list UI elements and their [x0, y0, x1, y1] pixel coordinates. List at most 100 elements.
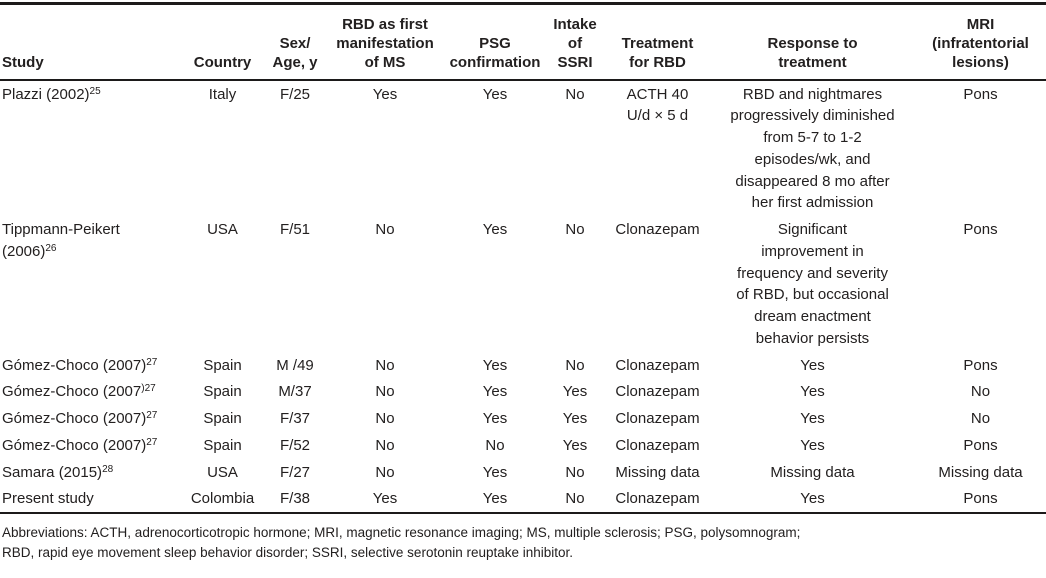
table-header: Study Country Sex/ Age, y RBD as first m… [0, 3, 1046, 80]
cell-sex-age: M /49 [276, 356, 314, 374]
cell-response: Yes [800, 410, 825, 428]
reference-superscript: 27 [146, 436, 158, 448]
cell-mri: Pons [963, 221, 998, 239]
column-header-psg-confirmation: PSG confirmation [449, 35, 541, 72]
study-name: Gómez-Choco (2007) [2, 410, 147, 428]
study-name: Gómez-Choco (2007 [2, 383, 142, 401]
column-header-ssri-intake: Intake of SSRI [553, 16, 597, 72]
column-header-sex-age: Sex/ Age, y [272, 35, 318, 72]
cell-study: Tippmann-Peikert (2006)26 [0, 216, 180, 352]
cell-ssri: Yes [562, 436, 588, 454]
study-name: Tippmann-Peikert (2006) [2, 221, 120, 260]
table-row: Plazzi (2002)25 Italy F/25 Yes Yes No AC… [0, 80, 1046, 217]
cell-psg: Yes [482, 356, 508, 374]
cell-rbd-first: Yes [372, 490, 398, 508]
reference-superscript: 27 [146, 410, 158, 422]
study-name: Samara (2015) [2, 463, 103, 481]
cell-country: Spain [203, 356, 242, 374]
cell-psg: Yes [482, 463, 508, 481]
study-name: Gómez-Choco (2007) [2, 436, 147, 454]
cell-sex-age: F/25 [279, 85, 310, 103]
cell-ssri: No [565, 85, 585, 103]
cell-treatment: ACTH 40 U/d × 5 d [626, 85, 689, 125]
cell-response: RBD and nightmares progressively diminis… [730, 85, 895, 212]
cell-mri: Pons [963, 85, 998, 103]
cell-ssri: No [565, 356, 585, 374]
cell-study: Samara (2015)28 [0, 459, 180, 486]
cell-rbd-first: No [375, 356, 395, 374]
study-name: Present study [2, 490, 94, 508]
study-name: Plazzi (2002) [2, 85, 90, 103]
header-row: Study Country Sex/ Age, y RBD as first m… [0, 3, 1046, 80]
cell-country: Spain [203, 436, 242, 454]
cell-treatment: Clonazepam [615, 436, 700, 454]
cell-psg: No [485, 436, 505, 454]
cell-country: USA [207, 463, 238, 481]
cell-treatment: Missing data [615, 463, 700, 481]
cell-country: Colombia [190, 490, 255, 508]
reference-superscript: 26 [45, 242, 57, 254]
cell-study: Gómez-Choco (2007)27 [0, 405, 180, 432]
abbreviations-footnote: Abbreviations: ACTH, adrenocorticotropic… [2, 525, 801, 561]
paper-table-page: Study Country Sex/ Age, y RBD as first m… [0, 3, 1046, 561]
cell-ssri: Yes [562, 410, 588, 428]
column-header-treatment: Treatment for RBD [621, 35, 694, 72]
column-header-study: Study [2, 54, 44, 72]
cell-psg: Yes [482, 383, 508, 401]
cell-mri: No [970, 383, 991, 401]
cell-psg: Yes [482, 410, 508, 428]
cell-sex-age: F/52 [279, 436, 310, 454]
cell-country: Spain [203, 383, 242, 401]
cell-ssri: Yes [562, 383, 588, 401]
cell-mri: Pons [963, 356, 998, 374]
cell-rbd-first: No [375, 221, 395, 239]
column-header-mri: MRI (infratentorial lesions) [932, 16, 1029, 72]
cell-psg: Yes [482, 490, 508, 508]
table-body: Plazzi (2002)25 Italy F/25 Yes Yes No AC… [0, 80, 1046, 514]
reference-superscript: 25 [89, 85, 101, 97]
cell-mri: Pons [963, 436, 998, 454]
table-row: Gómez-Choco (2007)27 Spain M/37 No Yes Y… [0, 378, 1046, 405]
cell-response: Yes [800, 436, 825, 454]
cell-response: Yes [800, 356, 825, 374]
cell-mri: Pons [963, 490, 998, 508]
cell-sex-age: F/38 [279, 490, 310, 508]
column-header-country: Country [193, 54, 252, 72]
cell-rbd-first: No [375, 436, 395, 454]
cell-ssri: No [565, 490, 585, 508]
cell-rbd-first: Yes [372, 85, 398, 103]
cell-country: USA [207, 221, 238, 239]
cell-treatment: Clonazepam [615, 410, 700, 428]
cell-sex-age: F/37 [279, 410, 310, 428]
study-name: Gómez-Choco (2007) [2, 356, 147, 374]
cell-study: Gómez-Choco (2007)27 [0, 352, 180, 379]
cell-country: Spain [203, 410, 242, 428]
cell-psg: Yes [482, 85, 508, 103]
cell-ssri: No [565, 463, 585, 481]
cell-sex-age: F/51 [279, 221, 310, 239]
cell-mri: Missing data [938, 463, 1023, 481]
cell-study: Gómez-Choco (2007)27 [0, 378, 180, 405]
cell-mri: No [970, 410, 991, 428]
table-row: Gómez-Choco (2007)27 Spain M /49 No Yes … [0, 352, 1046, 379]
cell-sex-age: F/27 [279, 463, 310, 481]
cell-response: Missing data [770, 463, 855, 481]
cell-treatment: Clonazepam [615, 221, 700, 239]
cell-response: Yes [800, 490, 825, 508]
cell-response: Significant improvement in frequency and… [736, 221, 889, 347]
cell-ssri: No [565, 221, 585, 239]
cell-sex-age: M/37 [278, 383, 312, 401]
cell-study: Gómez-Choco (2007)27 [0, 432, 180, 459]
cell-treatment: Clonazepam [615, 490, 700, 508]
cell-treatment: Clonazepam [615, 356, 700, 374]
table-row: Gómez-Choco (2007)27 Spain F/37 No Yes Y… [0, 405, 1046, 432]
table-row: Present study Colombia F/38 Yes Yes No C… [0, 485, 1046, 513]
cell-country: Italy [208, 85, 237, 103]
cell-psg: Yes [482, 221, 508, 239]
reference-superscript: )27 [141, 383, 156, 395]
cell-response: Yes [800, 383, 825, 401]
column-header-response: Response to treatment [767, 35, 858, 72]
table-row: Samara (2015)28 USA F/27 No Yes No Missi… [0, 459, 1046, 486]
table-row: Tippmann-Peikert (2006)26 USA F/51 No Ye… [0, 216, 1046, 352]
cell-rbd-first: No [375, 410, 395, 428]
